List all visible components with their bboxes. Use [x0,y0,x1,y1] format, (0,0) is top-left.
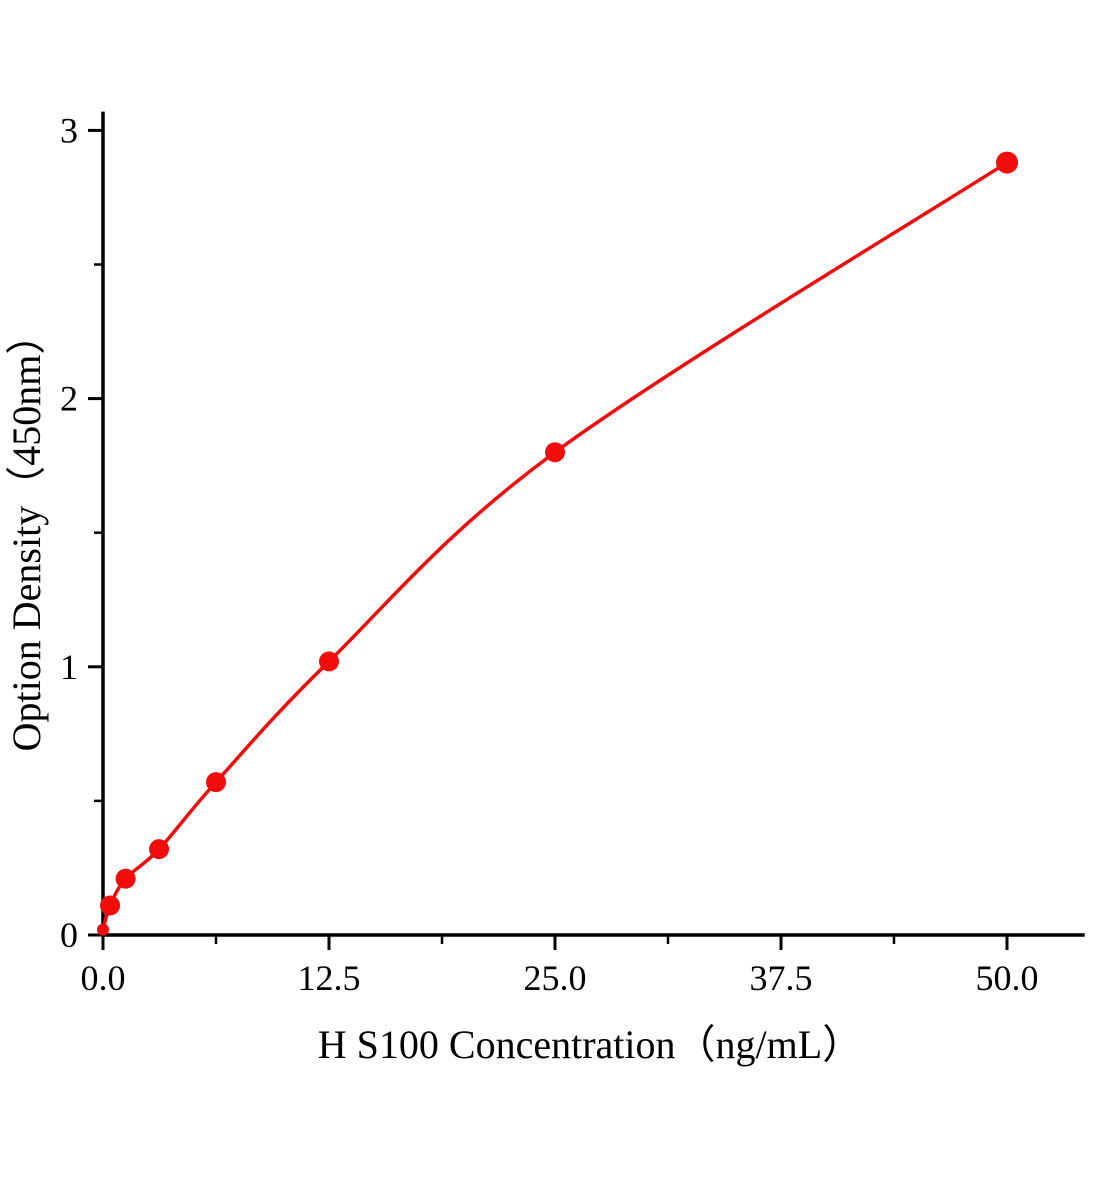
ticks-layer [88,128,1009,950]
data-series-layer [97,151,1018,936]
standard-curve-line [101,160,1009,932]
x-tick-label: 50.0 [976,958,1039,998]
y-axis-label: Option Density（450nm） [4,315,49,752]
data-point-marker [545,442,565,463]
axes-layer [101,111,1085,937]
x-tick-label: 0.0 [81,958,126,998]
data-point-marker [996,151,1018,174]
data-point-marker [97,923,109,936]
data-point-marker [115,868,136,889]
x-tick-label: 25.0 [524,958,587,998]
y-tick-label: 3 [60,110,78,150]
x-axis-label: H S100 Concentration（ng/mL） [318,1022,862,1067]
data-point-marker [206,772,226,793]
y-tick-label: 0 [60,915,78,955]
x-tick-label: 12.5 [298,958,361,998]
y-tick-label: 2 [60,379,78,419]
data-point-marker [319,651,339,672]
y-tick-label: 1 [60,647,78,687]
tick-labels-layer: 0.0 12.5 25.0 37.5 50.0 0 1 2 3 [60,110,1039,998]
data-point-marker [100,895,121,916]
data-point-marker [149,839,170,860]
x-tick-label: 37.5 [750,958,813,998]
